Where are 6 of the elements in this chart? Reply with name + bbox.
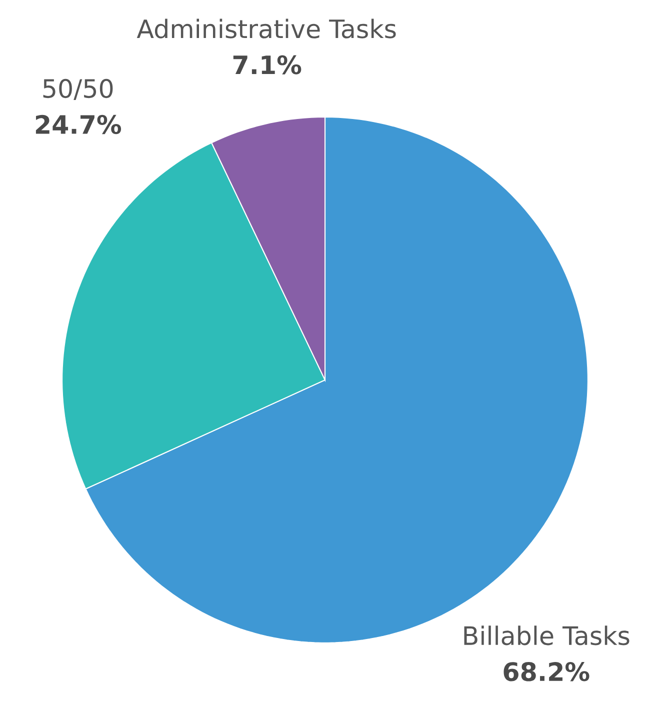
slice-label: Billable Tasks <box>464 626 630 646</box>
data-label: 24.7% <box>36 114 122 134</box>
slice-label: 50/50 <box>43 78 113 100</box>
slice-label: Administrative Tasks <box>136 18 396 38</box>
data-label: 68.2% <box>504 662 590 682</box>
data-label: 7.1% <box>233 55 302 74</box>
